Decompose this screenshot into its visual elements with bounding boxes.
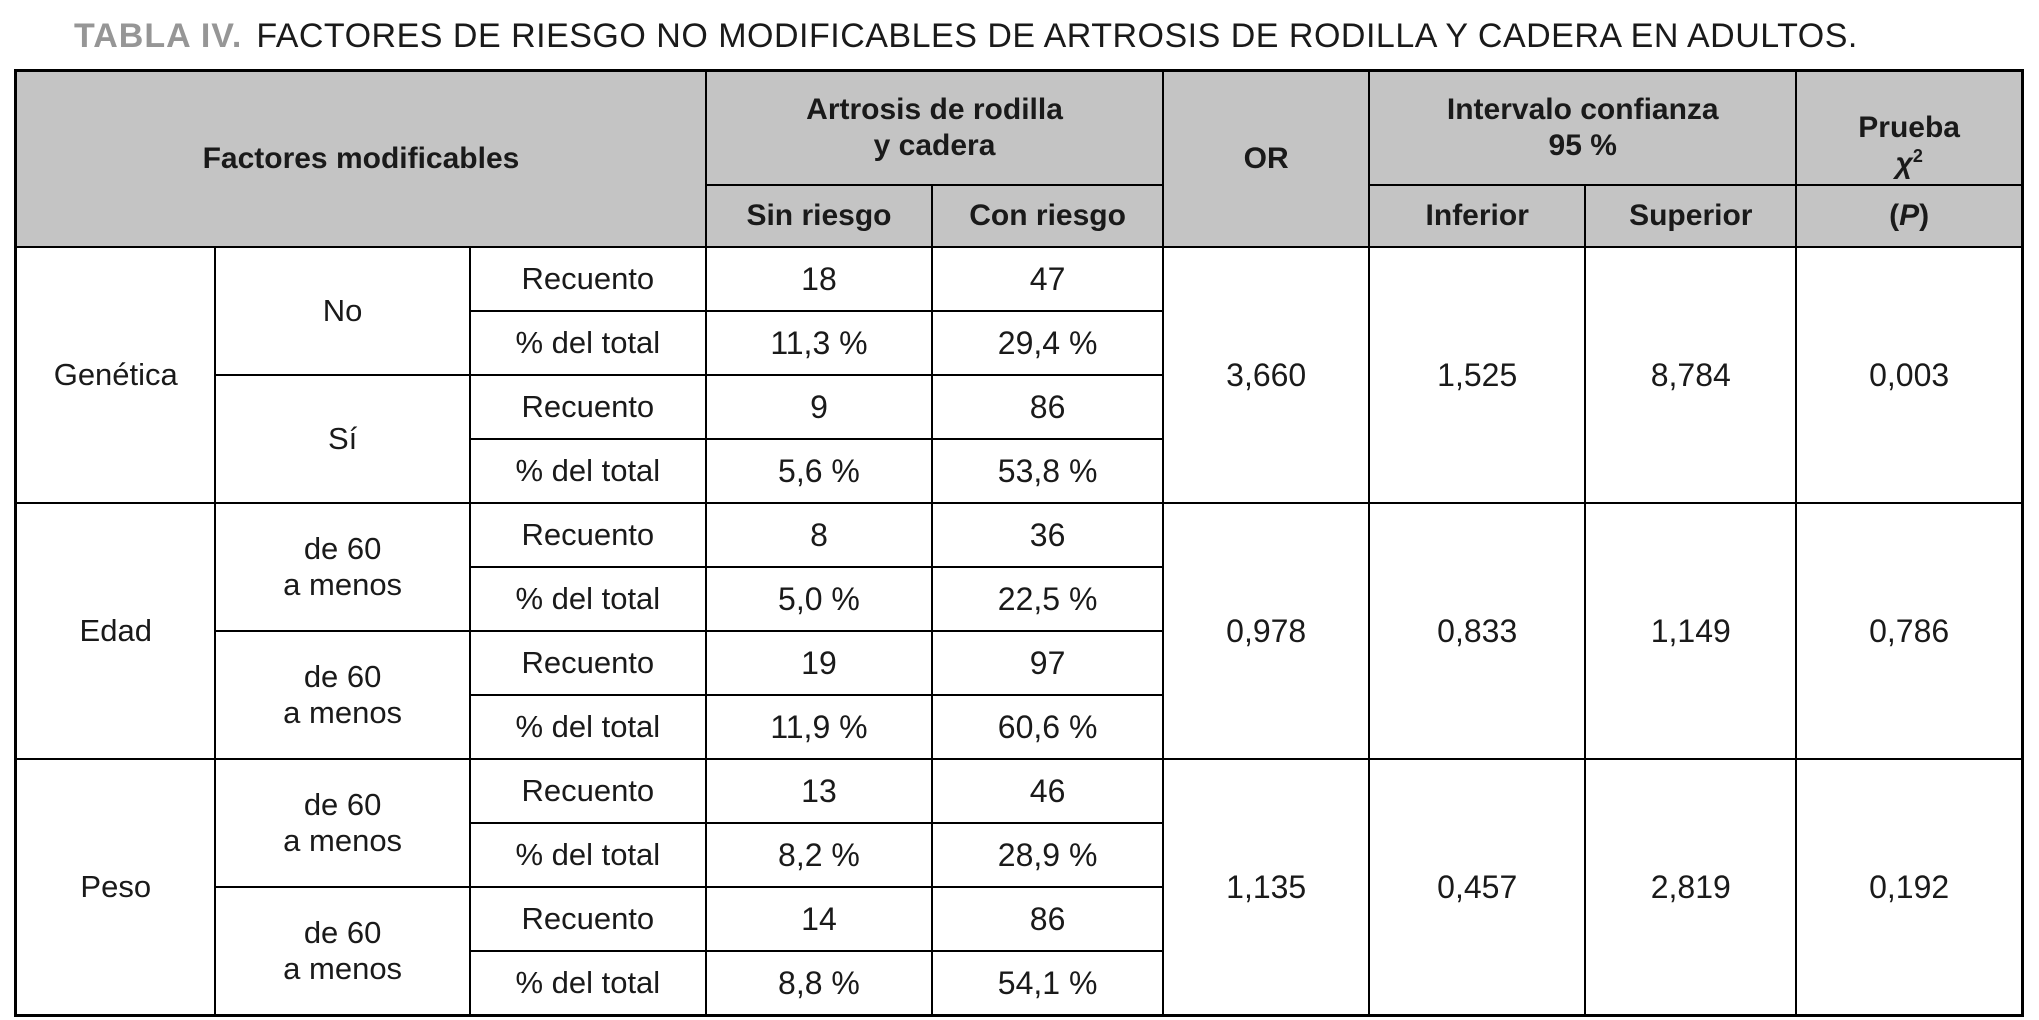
- table-row: % del total 11,3 % 29,4 %: [16, 310, 2023, 377]
- value-cell-sin-riesgo: 8,8 %: [704, 950, 934, 1017]
- p-value-cell: 0,003: [1795, 246, 2024, 505]
- value-cell-con-riesgo: 97: [931, 630, 1165, 697]
- value-cell-sin-riesgo: 8,2 %: [704, 822, 934, 889]
- table-body: Genética No Recuento 18 47 3,660 1,525 8…: [14, 246, 2024, 1017]
- level-cell: de 60 a menos: [214, 886, 471, 1017]
- value-cell-sin-riesgo: 13: [704, 758, 934, 825]
- table-row: % del total 5,0 % 22,5 %: [16, 566, 2023, 633]
- level-cell: de 60 a menos: [214, 502, 471, 633]
- or-cell: 0,978: [1162, 502, 1371, 761]
- value-cell-con-riesgo: 22,5 %: [931, 566, 1165, 633]
- header-con-riesgo: Con riesgo: [931, 184, 1165, 249]
- or-cell: 3,660: [1162, 246, 1371, 505]
- value-cell-sin-riesgo: 11,3 %: [704, 310, 934, 377]
- table-title-label: TABLA IV.: [74, 17, 243, 55]
- chi-symbol: χ: [1895, 147, 1913, 181]
- header-or: OR: [1162, 69, 1371, 249]
- value-cell-con-riesgo: 53,8 %: [931, 438, 1165, 505]
- table-row: % del total 5,6 % 53,8 %: [16, 438, 2023, 505]
- ci-upper-cell: 2,819: [1584, 758, 1798, 1017]
- header-row-2: Sin riesgo Con riesgo Inferior Superior …: [16, 184, 2024, 249]
- table-row: % del total 8,8 % 54,1 %: [16, 950, 2023, 1017]
- measure-cell: % del total: [468, 438, 707, 505]
- factor-cell: Genética: [14, 246, 217, 505]
- value-cell-sin-riesgo: 5,6 %: [704, 438, 934, 505]
- measure-cell: Recuento: [468, 374, 707, 441]
- value-cell-con-riesgo: 86: [931, 886, 1165, 953]
- table-row: Sí Recuento 9 86: [16, 374, 2023, 505]
- value-cell-con-riesgo: 47: [931, 246, 1165, 313]
- p-value-cell: 0,192: [1795, 758, 2024, 1017]
- table-row: % del total 8,2 % 28,9 %: [16, 822, 2023, 889]
- table-row: % del total 11,9 % 60,6 %: [16, 694, 2023, 761]
- p-value-cell: 0,786: [1795, 502, 2024, 761]
- table-row: Genética No Recuento 18 47 3,660 1,525 8…: [14, 246, 2024, 505]
- header-p: (P): [1795, 184, 2024, 249]
- header-factores: Factores modificables: [14, 69, 707, 249]
- table-header: Factores modificables Artrosis de rodill…: [14, 69, 2024, 249]
- measure-cell: % del total: [468, 950, 707, 1017]
- level-cell: No: [214, 246, 471, 377]
- measure-cell: Recuento: [468, 886, 707, 953]
- factor-cell: Edad: [14, 502, 217, 761]
- level-cell: de 60 a menos: [214, 758, 471, 889]
- header-intervalo: Intervalo confianza 95 %: [1368, 69, 1798, 187]
- value-cell-con-riesgo: 46: [931, 758, 1165, 825]
- value-cell-con-riesgo: 28,9 %: [931, 822, 1165, 889]
- table-row: de 60 a menos Recuento 14 86: [16, 886, 2023, 1017]
- or-cell: 1,135: [1162, 758, 1371, 1017]
- header-prueba-chi2: Prueba χ2: [1795, 69, 2024, 187]
- ci-lower-cell: 1,525: [1368, 246, 1587, 505]
- value-cell-sin-riesgo: 11,9 %: [704, 694, 934, 761]
- ci-lower-cell: 0,457: [1368, 758, 1587, 1017]
- table-row: Edad de 60 a menos Recuento 8 36 0,978 0…: [14, 502, 2024, 761]
- p-letter: P: [1899, 199, 1920, 233]
- measure-cell: Recuento: [468, 758, 707, 825]
- value-cell-sin-riesgo: 14: [704, 886, 934, 953]
- level-cell: Sí: [214, 374, 471, 505]
- value-cell-con-riesgo: 54,1 %: [931, 950, 1165, 1017]
- level-cell: de 60 a menos: [214, 630, 471, 761]
- ci-upper-cell: 8,784: [1584, 246, 1798, 505]
- table-title-text: FACTORES DE RIESGO NO MODIFICABLES DE AR…: [256, 17, 1858, 55]
- measure-cell: % del total: [468, 694, 707, 761]
- ci-upper-cell: 1,149: [1584, 502, 1798, 761]
- value-cell-con-riesgo: 36: [931, 502, 1165, 569]
- table-row: de 60 a menos Recuento 19 97: [16, 630, 2023, 761]
- value-cell-sin-riesgo: 5,0 %: [704, 566, 934, 633]
- p-paren-close: ): [1919, 199, 1930, 233]
- measure-cell: Recuento: [468, 502, 707, 569]
- header-superior: Superior: [1584, 184, 1798, 249]
- value-cell-sin-riesgo: 19: [704, 630, 934, 697]
- p-paren-open: (: [1889, 199, 1900, 233]
- measure-cell: Recuento: [468, 246, 707, 313]
- header-prueba-text: Prueba: [1858, 111, 1960, 145]
- chi-exponent: 2: [1912, 146, 1923, 167]
- header-sin-riesgo: Sin riesgo: [704, 184, 934, 249]
- table-row: Peso de 60 a menos Recuento 13 46 1,135 …: [14, 758, 2024, 1017]
- header-inferior: Inferior: [1368, 184, 1587, 249]
- value-cell-con-riesgo: 86: [931, 374, 1165, 441]
- value-cell-sin-riesgo: 8: [704, 502, 934, 569]
- measure-cell: % del total: [468, 822, 707, 889]
- value-cell-con-riesgo: 60,6 %: [931, 694, 1165, 761]
- header-artrosis: Artrosis de rodilla y cadera: [704, 69, 1165, 187]
- measure-cell: % del total: [468, 566, 707, 633]
- table-title: TABLA IV. FACTORES DE RIESGO NO MODIFICAB…: [74, 17, 2025, 55]
- ci-lower-cell: 0,833: [1368, 502, 1587, 761]
- value-cell-sin-riesgo: 9: [704, 374, 934, 441]
- header-row-1: Factores modificables Artrosis de rodill…: [14, 69, 2024, 249]
- measure-cell: % del total: [468, 310, 707, 377]
- factor-cell: Peso: [14, 758, 217, 1017]
- measure-cell: Recuento: [468, 630, 707, 697]
- risk-factors-table: Factores modificables Artrosis de rodill…: [14, 69, 2024, 1017]
- value-cell-sin-riesgo: 18: [704, 246, 934, 313]
- value-cell-con-riesgo: 29,4 %: [931, 310, 1165, 377]
